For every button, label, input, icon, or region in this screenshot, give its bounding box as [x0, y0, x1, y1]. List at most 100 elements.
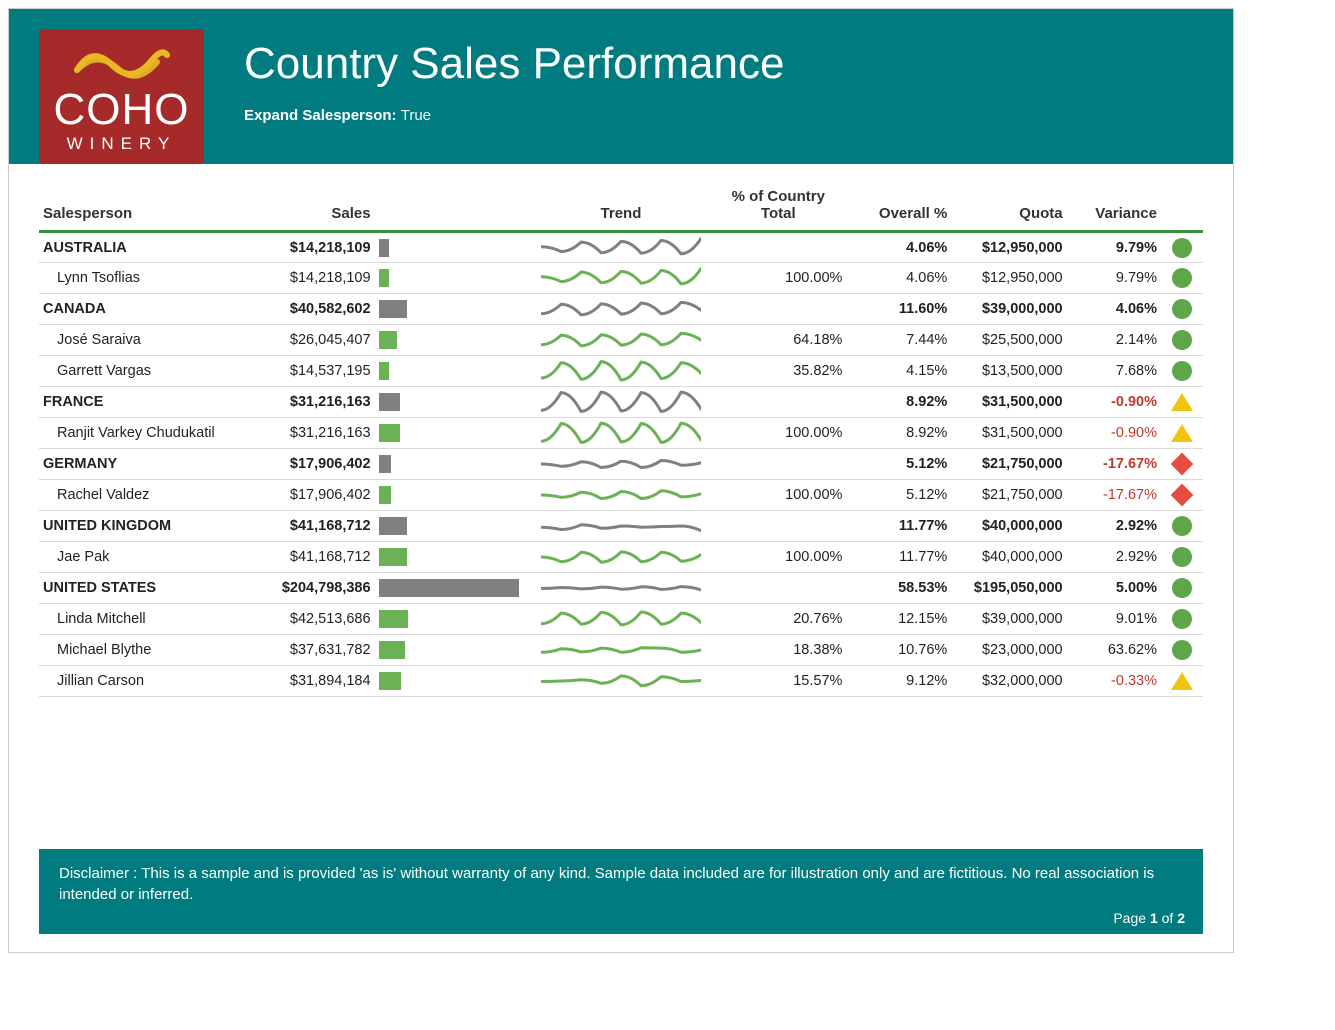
cell-indicator [1161, 635, 1203, 666]
cell-sales: $42,513,686 [259, 604, 374, 635]
cell-indicator [1161, 449, 1203, 480]
cell-overall: 11.77% [846, 542, 951, 573]
cell-bar [375, 232, 532, 263]
logo-brand-sub: WINERY [67, 134, 177, 154]
cell-indicator [1161, 232, 1203, 263]
cell-pct-country: 64.18% [710, 325, 846, 356]
cell-variance: -0.33% [1067, 666, 1161, 697]
cell-quota: $39,000,000 [951, 604, 1066, 635]
cell-sales: $31,216,163 [259, 387, 374, 418]
salesperson-row: José Saraiva$26,045,40764.18%7.44%$25,50… [39, 325, 1203, 356]
cell-pct-country [710, 449, 846, 480]
cell-overall: 11.60% [846, 294, 951, 325]
cell-name: Jillian Carson [39, 666, 259, 697]
cell-overall: 4.06% [846, 232, 951, 263]
indicator-yellow-icon [1171, 672, 1193, 690]
sales-bar [379, 331, 397, 349]
page-current: 1 [1150, 910, 1158, 926]
cell-trend [532, 666, 710, 697]
sales-bar [379, 393, 400, 411]
sales-bar [379, 486, 391, 504]
indicator-green-icon [1172, 299, 1192, 319]
country-row: GERMANY$17,906,4025.12%$21,750,000-17.67… [39, 449, 1203, 480]
cell-name: Rachel Valdez [39, 480, 259, 511]
cell-sales: $14,537,195 [259, 356, 374, 387]
cell-name: Garrett Vargas [39, 356, 259, 387]
cell-quota: $31,500,000 [951, 387, 1066, 418]
indicator-yellow-icon [1171, 393, 1193, 411]
cell-pct-country: 18.38% [710, 635, 846, 666]
cell-trend [532, 449, 710, 480]
cell-name: Linda Mitchell [39, 604, 259, 635]
cell-trend [532, 356, 710, 387]
cell-sales: $26,045,407 [259, 325, 374, 356]
cell-overall: 10.76% [846, 635, 951, 666]
cell-variance: -17.67% [1067, 449, 1161, 480]
cell-bar [375, 263, 532, 294]
table-header-row: Salesperson Sales Trend % of Country Tot… [39, 182, 1203, 232]
sales-bar [379, 610, 408, 628]
cell-pct-country [710, 294, 846, 325]
cell-trend [532, 325, 710, 356]
cell-variance: 4.06% [1067, 294, 1161, 325]
cell-name: CANADA [39, 294, 259, 325]
country-row: UNITED KINGDOM$41,168,71211.77%$40,000,0… [39, 511, 1203, 542]
cell-bar [375, 511, 532, 542]
cell-name: Ranjit Varkey Chudukatil [39, 418, 259, 449]
cell-sales: $31,894,184 [259, 666, 374, 697]
country-row: FRANCE$31,216,1638.92%$31,500,000-0.90% [39, 387, 1203, 418]
salesperson-row: Jillian Carson$31,894,18415.57%9.12%$32,… [39, 666, 1203, 697]
coho-logo: COHO WINERY [39, 29, 204, 164]
sales-bar [379, 362, 389, 380]
col-sales: Sales [259, 182, 374, 232]
indicator-green-icon [1172, 361, 1192, 381]
cell-quota: $40,000,000 [951, 542, 1066, 573]
param-label: Expand Salesperson: [244, 107, 397, 124]
cell-quota: $32,000,000 [951, 666, 1066, 697]
cell-variance: 7.68% [1067, 356, 1161, 387]
cell-indicator [1161, 387, 1203, 418]
page-number: Page 1 of 2 [1113, 908, 1185, 928]
cell-trend [532, 232, 710, 263]
cell-indicator [1161, 418, 1203, 449]
cell-quota: $195,050,000 [951, 573, 1066, 604]
cell-overall: 4.06% [846, 263, 951, 294]
page-total: 2 [1177, 910, 1185, 926]
col-trend: Trend [532, 182, 710, 232]
report-header: COHO WINERY Country Sales Performance Ex… [9, 9, 1233, 164]
col-pct-country: % of Country Total [710, 182, 846, 232]
cell-pct-country: 100.00% [710, 480, 846, 511]
cell-overall: 8.92% [846, 387, 951, 418]
cell-name: José Saraiva [39, 325, 259, 356]
cell-overall: 4.15% [846, 356, 951, 387]
cell-variance: -17.67% [1067, 480, 1161, 511]
salesperson-row: Ranjit Varkey Chudukatil$31,216,163100.0… [39, 418, 1203, 449]
report-footer: Disclaimer : This is a sample and is pro… [39, 849, 1203, 935]
cell-indicator [1161, 511, 1203, 542]
cell-quota: $40,000,000 [951, 511, 1066, 542]
sales-bar [379, 424, 400, 442]
cell-quota: $39,000,000 [951, 294, 1066, 325]
indicator-yellow-icon [1171, 424, 1193, 442]
cell-overall: 5.12% [846, 480, 951, 511]
cell-indicator [1161, 263, 1203, 294]
country-row: AUSTRALIA$14,218,1094.06%$12,950,0009.79… [39, 232, 1203, 263]
cell-indicator [1161, 604, 1203, 635]
cell-indicator [1161, 573, 1203, 604]
cell-pct-country: 15.57% [710, 666, 846, 697]
cell-variance: 2.14% [1067, 325, 1161, 356]
cell-trend [532, 573, 710, 604]
cell-overall: 12.15% [846, 604, 951, 635]
cell-trend [532, 635, 710, 666]
cell-variance: 63.62% [1067, 635, 1161, 666]
cell-pct-country: 100.00% [710, 418, 846, 449]
sales-bar [379, 239, 389, 257]
cell-sales: $41,168,712 [259, 511, 374, 542]
cell-quota: $31,500,000 [951, 418, 1066, 449]
cell-sales: $14,218,109 [259, 263, 374, 294]
cell-pct-country: 35.82% [710, 356, 846, 387]
cell-pct-country [710, 232, 846, 263]
report-page: COHO WINERY Country Sales Performance Ex… [8, 8, 1234, 953]
salesperson-row: Garrett Vargas$14,537,19535.82%4.15%$13,… [39, 356, 1203, 387]
cell-quota: $12,950,000 [951, 232, 1066, 263]
